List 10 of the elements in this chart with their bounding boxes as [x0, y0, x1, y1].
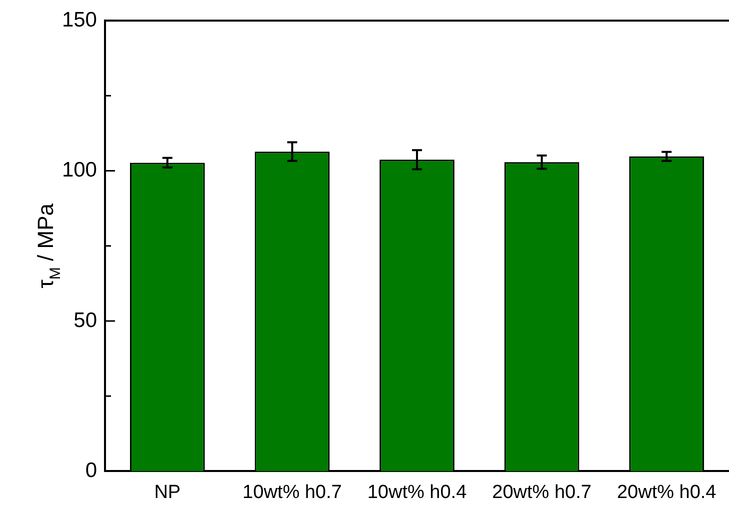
y-axis-title: τM / MPa: [33, 202, 64, 288]
y-tick-label: 150: [62, 8, 97, 32]
y-tick-label: 100: [62, 158, 97, 182]
x-tick-label: 20wt% h0.4: [616, 482, 717, 503]
x-tick-label: 10wt% h0.4: [367, 482, 468, 503]
y-tick-label: 0: [85, 458, 97, 482]
x-tick-label: 20wt% h0.7: [492, 482, 592, 503]
y-tick-label: 50: [74, 308, 97, 332]
x-tick-label: NP: [154, 482, 181, 503]
x-tick-label: 10wt% h0.7: [242, 482, 342, 503]
